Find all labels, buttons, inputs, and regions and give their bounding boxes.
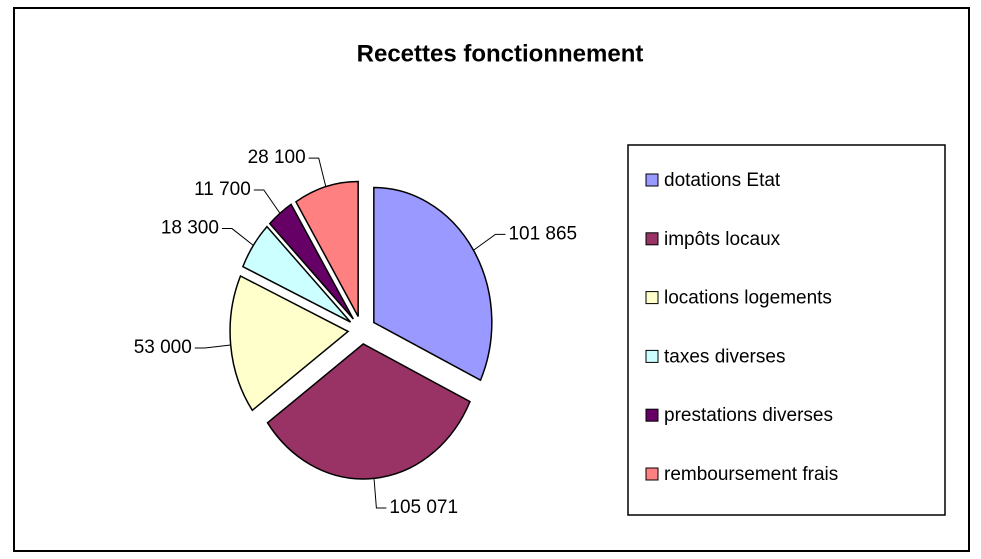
leader-line	[373, 478, 387, 509]
legend-label: dotations Etat	[664, 170, 781, 191]
leader-line	[308, 157, 327, 187]
leader-line	[253, 189, 281, 214]
legend-swatch	[645, 173, 659, 187]
legend-label: prestations diverses	[664, 405, 833, 426]
legend-box	[627, 144, 946, 516]
pie-slice	[373, 186, 493, 382]
legend-label: remboursement frais	[664, 464, 838, 485]
legend-swatch	[645, 467, 659, 481]
legend-label: locations logements	[664, 288, 832, 309]
legend-swatch	[645, 232, 659, 246]
legend-swatch	[645, 349, 659, 363]
legend-label: impôts locaux	[664, 229, 781, 250]
leader-line	[221, 228, 254, 246]
legend-swatch	[645, 408, 659, 422]
pie-slice	[229, 274, 350, 412]
leader-line	[473, 233, 506, 251]
leader-line	[194, 344, 231, 349]
data-label: 18 300	[161, 218, 219, 239]
data-label: 11 700	[194, 179, 251, 200]
legend-swatch	[645, 291, 659, 305]
legend-label: taxes diverses	[664, 346, 785, 367]
data-label: 105 071	[389, 497, 458, 518]
pie-slice	[268, 203, 354, 320]
data-label: 28 100	[248, 147, 306, 168]
pie-slice	[266, 343, 471, 480]
data-label: 53 000	[134, 337, 192, 358]
chart-title: Recettes fonctionnement	[357, 40, 644, 67]
data-label: 101 865	[508, 223, 577, 244]
